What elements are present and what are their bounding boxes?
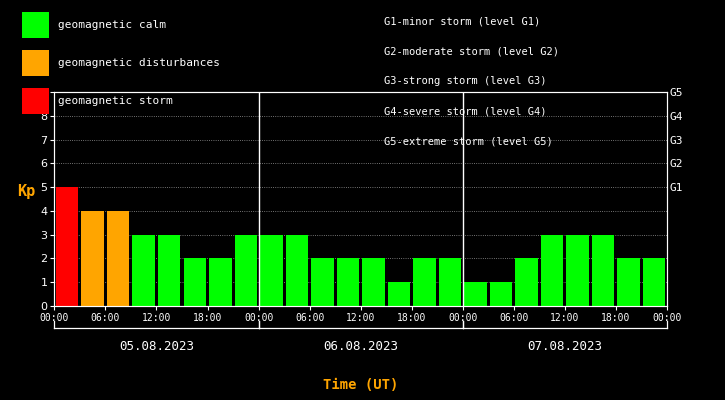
Text: G5-extreme storm (level G5): G5-extreme storm (level G5) xyxy=(384,136,553,146)
Bar xyxy=(311,258,334,306)
Y-axis label: Kp: Kp xyxy=(17,184,36,199)
Text: geomagnetic disturbances: geomagnetic disturbances xyxy=(58,58,220,68)
Bar xyxy=(260,235,283,306)
Bar xyxy=(158,235,181,306)
Bar xyxy=(566,235,589,306)
Bar xyxy=(413,258,436,306)
Text: 07.08.2023: 07.08.2023 xyxy=(527,340,602,353)
Bar xyxy=(286,235,308,306)
Bar xyxy=(592,235,614,306)
Text: G2-moderate storm (level G2): G2-moderate storm (level G2) xyxy=(384,46,559,56)
Bar xyxy=(490,282,513,306)
Text: G1-minor storm (level G1): G1-minor storm (level G1) xyxy=(384,16,541,26)
Bar xyxy=(362,258,385,306)
Bar xyxy=(107,211,130,306)
Bar xyxy=(515,258,538,306)
Bar xyxy=(56,187,78,306)
Bar xyxy=(209,258,231,306)
Bar xyxy=(439,258,461,306)
Bar xyxy=(183,258,206,306)
Bar xyxy=(618,258,640,306)
Text: 06.08.2023: 06.08.2023 xyxy=(323,340,398,353)
Bar xyxy=(235,235,257,306)
Bar xyxy=(133,235,155,306)
Bar xyxy=(541,235,563,306)
Bar xyxy=(464,282,486,306)
Text: geomagnetic storm: geomagnetic storm xyxy=(58,96,173,106)
Bar xyxy=(388,282,410,306)
Bar xyxy=(336,258,359,306)
Text: G4-severe storm (level G4): G4-severe storm (level G4) xyxy=(384,106,547,116)
Text: geomagnetic calm: geomagnetic calm xyxy=(58,20,166,30)
Text: G3-strong storm (level G3): G3-strong storm (level G3) xyxy=(384,76,547,86)
Bar xyxy=(643,258,666,306)
Text: 05.08.2023: 05.08.2023 xyxy=(119,340,194,353)
Bar xyxy=(81,211,104,306)
Text: Time (UT): Time (UT) xyxy=(323,378,398,392)
